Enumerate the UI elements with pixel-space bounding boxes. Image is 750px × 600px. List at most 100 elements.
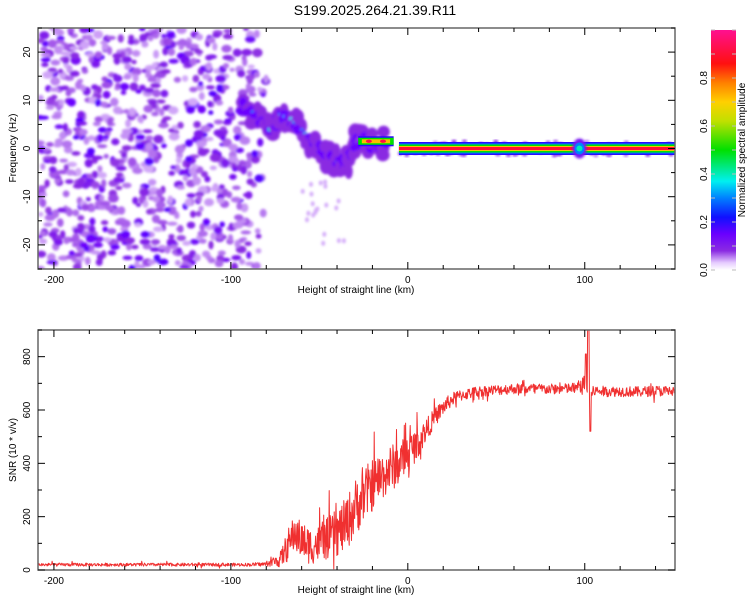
spectrogram-cell <box>72 135 80 140</box>
spectrogram-cell <box>248 92 257 97</box>
spectrogram-cell <box>309 191 314 197</box>
spectrogram-cell <box>228 143 239 151</box>
spectrogram-cell <box>144 87 154 94</box>
spectrogram-cell <box>57 30 65 36</box>
spectrogram-cell <box>237 69 246 78</box>
spectrogram-cell <box>112 73 118 79</box>
spectrogram-cell <box>54 178 61 184</box>
spectrogram-cell <box>42 71 53 79</box>
spectrogram-cell <box>47 67 58 72</box>
spectrogram-cell <box>244 241 252 246</box>
spectrogram-cell <box>105 205 115 212</box>
spectrogram-cell <box>71 257 80 263</box>
spectrogram-cell <box>65 169 76 176</box>
spectrogram-cell <box>199 65 207 72</box>
spectrogram-cell <box>227 106 234 114</box>
spectrogram-cell <box>240 165 247 175</box>
spectrogram-cell <box>223 28 233 34</box>
spectrogram-cell <box>198 92 205 101</box>
spectrogram-cell <box>208 240 214 250</box>
spectrogram-cell <box>255 248 262 254</box>
spectrogram-cell <box>230 164 238 169</box>
spectrogram-cell <box>229 67 235 72</box>
spectrogram-cell <box>211 185 218 192</box>
spectrogram-cell <box>124 237 135 244</box>
spectrogram-cell <box>222 54 234 61</box>
colorbar: 0.0 0.2 0.4 0.6 0.8 Normalized spectral ampl… <box>699 29 748 277</box>
spectrogram-cell <box>43 222 53 227</box>
spectrogram-cell <box>136 264 146 269</box>
spectrogram-cell <box>40 163 46 171</box>
spectrogram-cell <box>148 99 157 106</box>
spectrogram-cell <box>112 53 123 59</box>
spectrogram-cell <box>154 28 164 32</box>
spectrogram-cell <box>190 210 196 218</box>
y-tick-label: 400 <box>22 455 33 472</box>
spectrogram-cell <box>88 39 97 47</box>
spectrogram-cell <box>176 185 185 190</box>
spectrogram-cell <box>77 78 84 83</box>
spectrogram-cell <box>117 217 126 223</box>
spectrogram-cell <box>252 262 261 269</box>
spectrogram-cell <box>107 228 117 235</box>
spectrogram-cell <box>158 245 167 250</box>
spectrogram-cell <box>202 73 211 80</box>
spectrogram-cell <box>164 207 171 212</box>
spectrogram-cell <box>128 264 136 269</box>
spectrogram-cell <box>62 123 68 132</box>
y-tick-label: -10 <box>22 189 33 204</box>
spectrogram-cell <box>218 184 225 190</box>
spectrogram-cell <box>62 58 69 63</box>
colorbar-tick-label: 0.6 <box>699 119 710 133</box>
spectrogram-cell <box>139 188 150 197</box>
spectrogram-cell <box>86 173 94 179</box>
spectrogram-cell <box>251 150 259 158</box>
tone-layer <box>398 147 675 150</box>
spectrogram-cell <box>38 211 44 217</box>
spectrogram-cell <box>253 71 260 78</box>
spectrogram-cell <box>39 231 47 236</box>
spectrogram-cell <box>143 164 155 173</box>
spectrogram-cell <box>39 192 47 198</box>
spectrogram-cell <box>93 242 103 248</box>
spectrogram-cell <box>153 226 164 232</box>
spectrogram-cell <box>66 208 73 217</box>
spectrogram-cell <box>185 181 194 187</box>
spectrogram-cell <box>174 144 185 154</box>
spectrogram-cell <box>187 98 199 106</box>
spectrogram-cell <box>170 41 176 48</box>
spectrogram-x-axis-label: Height of straight line (km) <box>298 285 415 296</box>
spectrogram-cell <box>182 75 189 82</box>
spectrogram-cell <box>127 157 137 167</box>
x-tick-label: 0 <box>405 275 411 286</box>
spectrogram-cell <box>300 188 305 194</box>
spectrogram-cell <box>135 142 146 150</box>
tone-peak <box>365 139 372 143</box>
spectrogram-cell <box>206 37 216 44</box>
spectrogram-cell <box>239 258 245 265</box>
spectrogram-cell <box>160 69 171 74</box>
spectrogram-cell <box>246 178 254 185</box>
spectrogram-cell <box>213 119 224 125</box>
spectrogram-cell <box>58 99 65 106</box>
spectrogram-cell <box>195 33 203 41</box>
spectrogram-cell <box>186 105 195 114</box>
spectrogram-cell <box>70 52 80 59</box>
spectrogram-cell <box>182 240 191 246</box>
spectrogram-cell <box>77 215 85 221</box>
spectrogram-cell <box>148 178 157 186</box>
spectrogram-cell <box>321 240 326 246</box>
spectrogram-y-axis-label: Frequency (Hz) <box>8 114 19 183</box>
spectrogram-cell <box>152 89 161 98</box>
spectrogram-cell <box>189 238 200 245</box>
spectrogram-cell <box>336 198 341 204</box>
spectrogram-cell <box>252 48 263 58</box>
spectrogram-cell <box>220 158 230 168</box>
spectrogram-cell <box>153 134 164 144</box>
spectrogram-cell <box>53 143 62 148</box>
spectrogram-cell <box>162 116 172 121</box>
colorbar-tick-label: 0.0 <box>699 263 710 277</box>
spectrogram-cell <box>65 179 74 185</box>
spectrogram-cell <box>213 226 223 235</box>
spectrogram-cell <box>50 59 61 66</box>
